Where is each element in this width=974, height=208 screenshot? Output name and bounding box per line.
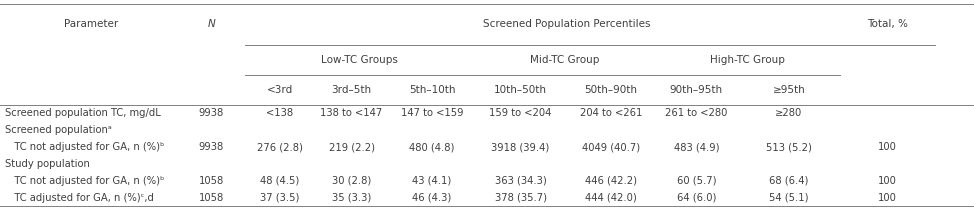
Text: 1058: 1058 bbox=[199, 176, 224, 186]
Text: 100: 100 bbox=[878, 193, 897, 203]
Text: 446 (42.2): 446 (42.2) bbox=[584, 176, 637, 186]
Text: 1058: 1058 bbox=[199, 193, 224, 203]
Text: ≥95th: ≥95th bbox=[772, 85, 805, 95]
Text: 9938: 9938 bbox=[199, 142, 224, 152]
Text: 444 (42.0): 444 (42.0) bbox=[584, 193, 637, 203]
Text: 3918 (39.4): 3918 (39.4) bbox=[492, 142, 549, 152]
Text: 138 to <147: 138 to <147 bbox=[320, 108, 383, 118]
Text: Low-TC Groups: Low-TC Groups bbox=[321, 55, 398, 65]
Text: TC adjusted for GA, n (%)ᶜ,d: TC adjusted for GA, n (%)ᶜ,d bbox=[5, 193, 154, 203]
Text: 483 (4.9): 483 (4.9) bbox=[674, 142, 719, 152]
Text: 513 (5.2): 513 (5.2) bbox=[766, 142, 812, 152]
Text: 68 (6.4): 68 (6.4) bbox=[769, 176, 808, 186]
Text: 37 (3.5): 37 (3.5) bbox=[260, 193, 299, 203]
Text: Screened Population Percentiles: Screened Population Percentiles bbox=[483, 19, 651, 30]
Text: Screened population TC, mg/dL: Screened population TC, mg/dL bbox=[5, 108, 161, 118]
Text: ≥280: ≥280 bbox=[775, 108, 803, 118]
Text: 54 (5.1): 54 (5.1) bbox=[769, 193, 808, 203]
Text: 480 (4.8): 480 (4.8) bbox=[409, 142, 455, 152]
Text: Screened populationᵃ: Screened populationᵃ bbox=[5, 125, 112, 135]
Text: 261 to <280: 261 to <280 bbox=[665, 108, 728, 118]
Text: <3rd: <3rd bbox=[267, 85, 292, 95]
Text: High-TC Group: High-TC Group bbox=[710, 55, 784, 65]
Text: 4049 (40.7): 4049 (40.7) bbox=[581, 142, 640, 152]
Text: 100: 100 bbox=[878, 142, 897, 152]
Text: 46 (4.3): 46 (4.3) bbox=[412, 193, 452, 203]
Text: 363 (34.3): 363 (34.3) bbox=[495, 176, 546, 186]
Text: TC not adjusted for GA, n (%)ᵇ: TC not adjusted for GA, n (%)ᵇ bbox=[5, 176, 165, 186]
Text: 90th–95th: 90th–95th bbox=[670, 85, 723, 95]
Text: 378 (35.7): 378 (35.7) bbox=[495, 193, 546, 203]
Text: 5th–10th: 5th–10th bbox=[409, 85, 455, 95]
Text: 60 (5.7): 60 (5.7) bbox=[677, 176, 716, 186]
Text: Mid-TC Group: Mid-TC Group bbox=[530, 55, 599, 65]
Text: 43 (4.1): 43 (4.1) bbox=[412, 176, 452, 186]
Text: 276 (2.8): 276 (2.8) bbox=[256, 142, 303, 152]
Text: 50th–90th: 50th–90th bbox=[584, 85, 637, 95]
Text: 48 (4.5): 48 (4.5) bbox=[260, 176, 299, 186]
Text: 35 (3.3): 35 (3.3) bbox=[332, 193, 371, 203]
Text: 9938: 9938 bbox=[199, 108, 224, 118]
Text: 10th–50th: 10th–50th bbox=[494, 85, 547, 95]
Text: 30 (2.8): 30 (2.8) bbox=[332, 176, 371, 186]
Text: Total, %: Total, % bbox=[867, 19, 908, 30]
Text: Parameter: Parameter bbox=[64, 19, 118, 30]
Text: 64 (6.0): 64 (6.0) bbox=[677, 193, 716, 203]
Text: <138: <138 bbox=[266, 108, 293, 118]
Text: 147 to <159: 147 to <159 bbox=[400, 108, 464, 118]
Text: 159 to <204: 159 to <204 bbox=[489, 108, 552, 118]
Text: 219 (2.2): 219 (2.2) bbox=[328, 142, 375, 152]
Text: 3rd–5th: 3rd–5th bbox=[331, 85, 372, 95]
Text: 100: 100 bbox=[878, 176, 897, 186]
Text: 204 to <261: 204 to <261 bbox=[580, 108, 642, 118]
Text: Study population: Study population bbox=[5, 159, 90, 169]
Text: TC not adjusted for GA, n (%)ᵇ: TC not adjusted for GA, n (%)ᵇ bbox=[5, 142, 165, 152]
Text: N: N bbox=[207, 19, 215, 30]
